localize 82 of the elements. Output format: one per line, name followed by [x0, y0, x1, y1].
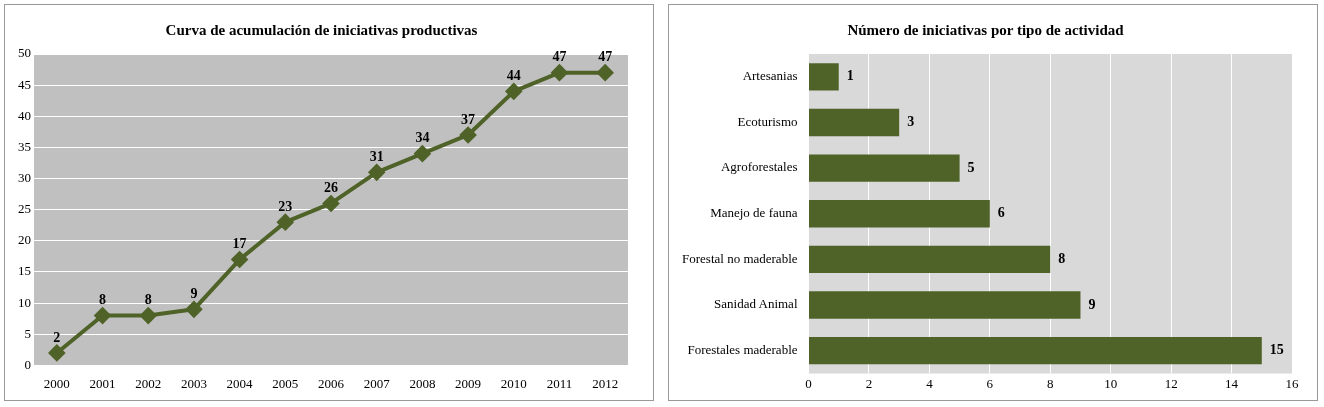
data-label: 8	[99, 292, 107, 308]
bar	[809, 154, 960, 182]
x-tick-label: 2012	[592, 375, 619, 391]
x-tick-label: 10	[1104, 375, 1118, 391]
point	[94, 307, 111, 324]
x-tick-label: 8	[1047, 375, 1054, 391]
data-label: 5	[967, 159, 975, 175]
data-label: 47	[598, 49, 613, 65]
y-tick-label: Sanidad Animal	[714, 296, 798, 312]
x-tick-label: 14	[1225, 375, 1239, 391]
y-tick-label: 15	[18, 263, 31, 279]
x-tick-label: 0	[805, 375, 812, 391]
x-tick-label: 2005	[272, 375, 299, 391]
data-label: 44	[506, 67, 521, 83]
x-tick-label: 2006	[318, 375, 345, 391]
bar	[809, 63, 839, 91]
y-tick-label: 40	[18, 107, 31, 123]
point	[597, 64, 614, 81]
data-label: 6	[997, 205, 1005, 221]
point	[48, 344, 65, 361]
bar	[809, 245, 1051, 274]
x-tick-label: 2003	[180, 375, 207, 391]
x-tick-label: 2004	[226, 375, 254, 391]
data-label: 23	[278, 198, 293, 214]
x-tick-label: 2002	[135, 375, 162, 391]
y-tick-label: 5	[24, 325, 31, 341]
x-tick-label: 6	[986, 375, 994, 391]
y-tick-label: Forestales maderable	[687, 342, 798, 358]
point	[231, 251, 248, 268]
point	[368, 164, 385, 181]
data-label: 8	[1058, 250, 1066, 266]
x-tick-label: 16	[1285, 375, 1299, 391]
point	[551, 64, 568, 81]
data-label: 26	[324, 180, 338, 196]
y-tick-label: Ecoturismo	[737, 113, 798, 129]
data-label: 9	[190, 285, 198, 301]
data-label: 1	[846, 68, 854, 84]
y-tick-label: 45	[18, 76, 31, 92]
y-tick-label: 35	[18, 138, 31, 154]
x-tick-label: 2001	[89, 375, 116, 391]
bar	[809, 291, 1081, 319]
y-tick-label: Manejo de fauna	[710, 205, 798, 221]
bar	[809, 200, 990, 228]
x-tick-label: 2008	[409, 375, 436, 391]
point	[323, 195, 339, 212]
x-tick-label: 2011	[546, 375, 573, 391]
x-tick-label: 2007	[363, 375, 391, 391]
point	[460, 126, 477, 143]
point	[185, 301, 202, 318]
data-label: 47	[552, 49, 567, 65]
x-tick-label: 2000	[43, 375, 70, 391]
data-label: 15	[1269, 342, 1284, 358]
y-tick-label: Agroforestales	[720, 159, 798, 175]
bar	[809, 108, 900, 137]
bar	[809, 336, 1262, 365]
data-label: 34	[415, 130, 430, 146]
y-tick-label: 10	[18, 294, 31, 310]
x-tick-label: 2010	[500, 375, 527, 391]
point	[505, 83, 522, 100]
y-tick-label: 25	[18, 201, 31, 217]
data-label: 9	[1088, 296, 1096, 312]
data-label: 31	[369, 148, 384, 164]
y-tick-label: 30	[18, 169, 31, 185]
data-label: 3	[907, 114, 915, 130]
data-label: 37	[461, 111, 476, 127]
chart-title: Número de iniciativas por tipo de actividad	[847, 21, 1125, 38]
x-tick-label: 4	[926, 375, 934, 391]
y-tick-label: 50	[18, 45, 31, 61]
y-tick-label: Forestal no maderable	[682, 250, 798, 266]
y-tick-label: Artesanias	[742, 68, 798, 84]
point	[140, 307, 157, 324]
data-label: 2	[53, 329, 61, 345]
x-tick-label: 2	[865, 375, 873, 391]
data-label: 8	[144, 292, 152, 308]
data-label: 17	[232, 236, 247, 252]
chart-title: Curva de acumulación de iniciativas productivas	[165, 21, 478, 38]
point	[414, 145, 431, 162]
y-tick-label: 20	[18, 232, 31, 248]
y-tick-label: 0	[24, 356, 31, 372]
point	[277, 214, 294, 231]
x-tick-label: 2009	[455, 375, 482, 391]
x-tick-label: 12	[1164, 375, 1178, 391]
